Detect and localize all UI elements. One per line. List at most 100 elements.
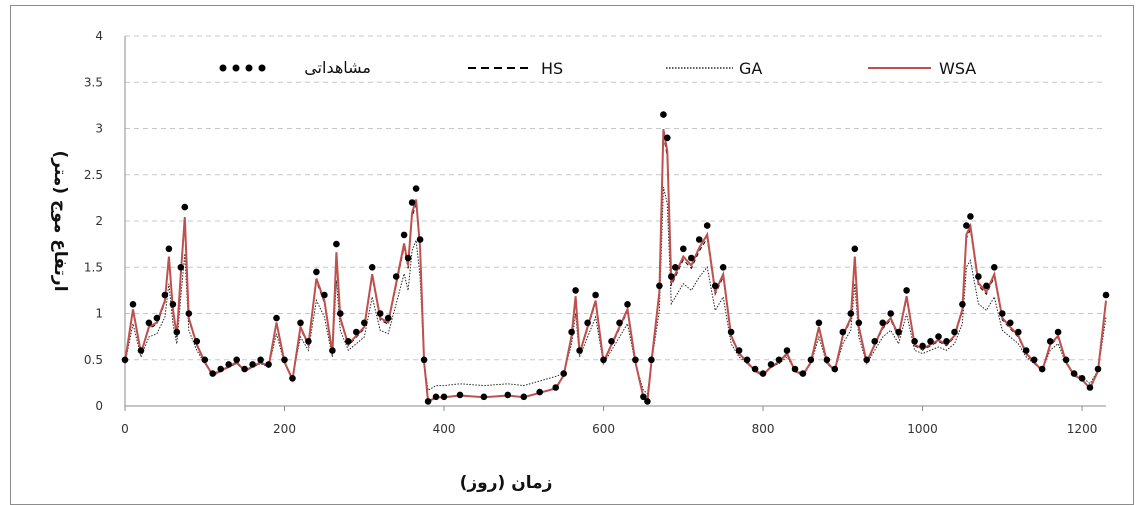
observed-point xyxy=(313,268,320,276)
observed-point xyxy=(664,134,671,142)
legend-label-observed: مشاهداتی xyxy=(304,58,371,77)
observed-point xyxy=(624,301,631,308)
y-axis-label: ارتفاع موج (متر) xyxy=(50,150,70,291)
observed-point xyxy=(173,328,181,336)
observed-point xyxy=(504,391,512,399)
observed-point xyxy=(1094,365,1102,373)
observed-point xyxy=(632,356,639,364)
observed-point xyxy=(137,347,145,354)
observed-point xyxy=(644,398,651,405)
observed-point xyxy=(193,338,201,345)
axes xyxy=(124,36,1106,411)
y-tick-label: 1 xyxy=(95,307,103,321)
observed-point xyxy=(951,328,958,336)
observed-point xyxy=(695,236,703,243)
observed-point xyxy=(289,375,296,382)
observed-point xyxy=(963,222,970,229)
observed-point xyxy=(672,264,679,271)
x-tick-label: 0 xyxy=(121,422,129,436)
observed-point xyxy=(257,356,264,364)
observed-point xyxy=(121,356,129,364)
observed-point xyxy=(129,301,137,308)
observed-point xyxy=(265,361,272,368)
observed-point xyxy=(863,356,870,364)
observed-point xyxy=(879,319,886,327)
observed-point xyxy=(305,338,312,345)
observed-point xyxy=(161,291,169,299)
tick-labels: 0 0.5 1 1.5 2 2.5 3 3.5 4 0 200 400 600 800 1000 1200 xyxy=(84,29,1097,436)
observed-point xyxy=(1062,356,1070,364)
observed-point xyxy=(416,236,424,243)
y-tick-label: 3 xyxy=(95,122,103,136)
observed-point xyxy=(584,319,591,327)
observed-point xyxy=(169,301,177,308)
observed-point xyxy=(1022,347,1030,354)
observed-point xyxy=(408,199,416,206)
observed-point xyxy=(225,361,232,368)
chart-svg: مشاهداتی HS GA WSA 0 0.5 1 1.5 2 2.5 3 3.5 4 0 200 400… xyxy=(50,29,1110,493)
observed-point xyxy=(799,370,807,377)
observed-point xyxy=(719,264,727,271)
observed-point xyxy=(1015,328,1022,336)
legend-label-wsa: WSA xyxy=(939,59,976,78)
observed-point xyxy=(767,361,775,368)
observed-point xyxy=(1054,328,1062,336)
observed-point xyxy=(943,338,950,345)
observed-point xyxy=(536,388,543,396)
observed-point xyxy=(297,319,304,327)
observed-point xyxy=(999,310,1006,317)
observed-point xyxy=(751,365,759,373)
observed-point xyxy=(1086,384,1094,391)
observed-point xyxy=(967,213,974,220)
y-tick-label: 2.5 xyxy=(84,168,103,182)
observed-point xyxy=(273,314,280,322)
observed-point xyxy=(783,347,791,354)
series-layer xyxy=(121,111,1110,405)
observed-point xyxy=(807,356,815,364)
observed-point xyxy=(775,356,783,364)
observed-point xyxy=(432,393,440,401)
observed-point xyxy=(823,356,831,364)
observed-point xyxy=(608,338,615,345)
y-tick-label: 0.5 xyxy=(84,353,103,367)
x-tick-label: 800 xyxy=(752,422,775,436)
y-tick-label: 1.5 xyxy=(84,260,103,274)
observed-point xyxy=(616,319,623,327)
observed-point xyxy=(177,264,185,271)
observed-point xyxy=(711,282,719,290)
observed-point xyxy=(847,310,855,317)
observed-point xyxy=(735,347,743,354)
observed-point xyxy=(281,356,288,364)
observed-point xyxy=(871,338,878,345)
observed-point xyxy=(983,282,990,290)
x-axis-label: زمان (روز) xyxy=(460,473,553,493)
observed-point xyxy=(241,365,248,373)
observed-point xyxy=(887,310,894,317)
x-tick-label: 200 xyxy=(273,422,296,436)
legend-label-ga: GA xyxy=(739,59,762,78)
observed-point xyxy=(165,245,173,253)
observed-point xyxy=(321,291,328,299)
legend-marker-observed xyxy=(219,64,227,72)
series-line-wsa xyxy=(124,129,1107,404)
observed-point xyxy=(919,342,926,350)
legend-label-hs: HS xyxy=(541,59,563,78)
observed-point xyxy=(975,273,982,280)
observed-point xyxy=(1007,319,1014,327)
observed-point xyxy=(855,319,863,327)
observed-point xyxy=(384,314,392,322)
observed-point xyxy=(572,287,579,294)
observed-point xyxy=(851,245,859,253)
observed-point xyxy=(520,393,528,401)
observed-point xyxy=(660,111,667,118)
observed-point xyxy=(361,319,368,327)
x-tick-label: 400 xyxy=(433,422,456,436)
observed-point xyxy=(329,347,336,354)
y-tick-label: 3.5 xyxy=(84,75,103,89)
observed-point xyxy=(456,391,464,399)
observed-point xyxy=(333,240,340,248)
observed-point xyxy=(759,370,767,377)
observed-point xyxy=(201,356,209,364)
observed-point xyxy=(831,365,839,373)
observed-point xyxy=(1070,370,1078,377)
